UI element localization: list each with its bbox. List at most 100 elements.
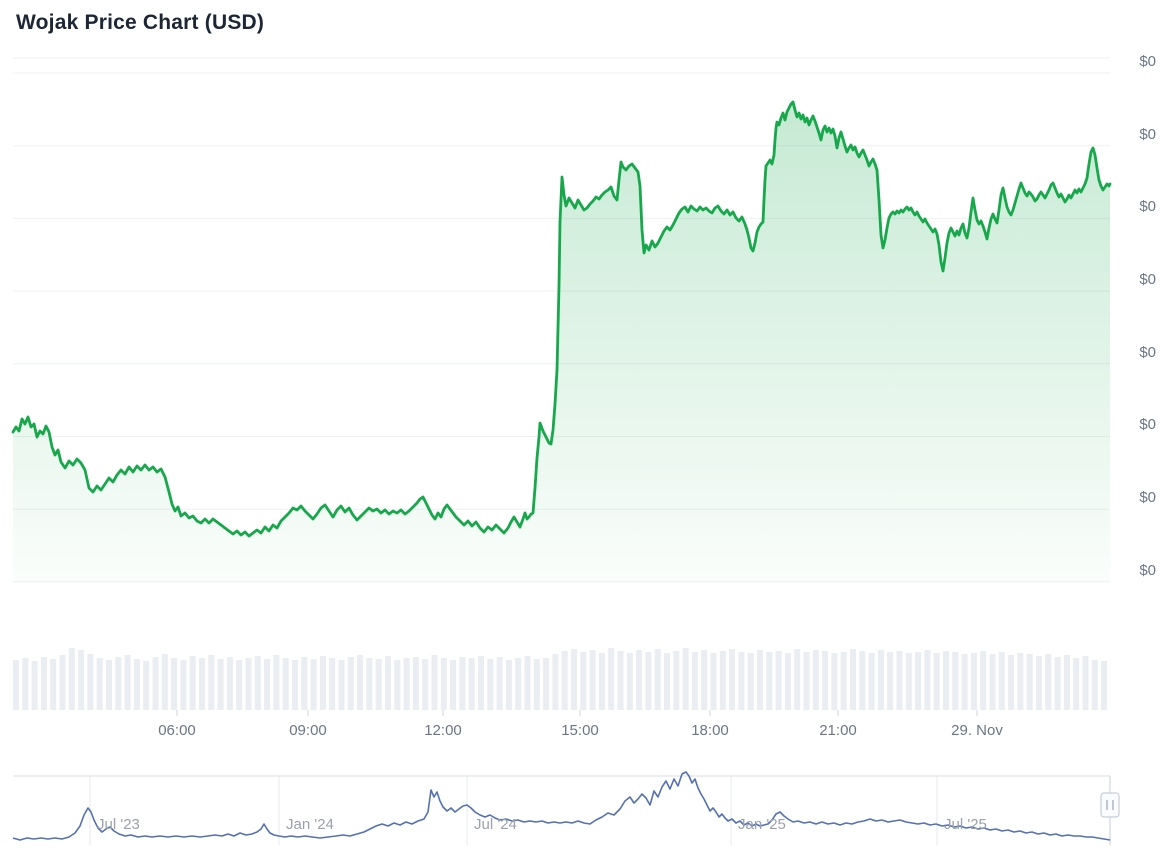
volume-bar — [40, 657, 47, 710]
volume-bar — [980, 651, 987, 710]
volume-bar — [682, 648, 689, 710]
volume-bar — [87, 654, 94, 710]
volume-bar — [580, 652, 587, 710]
volume-bar — [450, 660, 457, 710]
volume-bar — [236, 660, 243, 710]
volume-bar — [766, 652, 773, 710]
volume-bar — [933, 653, 940, 710]
volume-bar — [747, 653, 754, 710]
y-axis-label: $0 — [1139, 198, 1156, 215]
volume-bar — [124, 655, 131, 710]
volume-bar — [812, 650, 819, 710]
volume-bar — [96, 658, 103, 710]
volume-bar — [543, 658, 550, 710]
volume-bar — [1008, 655, 1015, 710]
volume-bar — [152, 657, 159, 710]
y-axis-label: $0 — [1139, 126, 1156, 143]
volume-bar — [757, 650, 763, 710]
navigator-axis-label: Jul '23 — [97, 816, 140, 833]
volume-bar — [552, 654, 559, 710]
volume-bar — [50, 659, 57, 710]
volume-bar — [1063, 655, 1070, 710]
y-axis-label: $0 — [1139, 562, 1156, 579]
volume-bar — [143, 661, 150, 710]
volume-bar — [385, 656, 391, 710]
volume-bar — [1026, 654, 1033, 710]
volume-bar — [338, 660, 345, 710]
volume-bar — [943, 651, 949, 710]
volume-bar — [422, 659, 429, 710]
volume-bar — [608, 648, 615, 710]
volume-bar — [1082, 656, 1089, 710]
volume-bar — [282, 658, 289, 710]
price-plot-area[interactable] — [13, 58, 1110, 710]
volume-bar — [877, 650, 884, 710]
volume-bar — [794, 649, 801, 710]
volume-bar — [775, 651, 782, 710]
volume-bar — [729, 649, 736, 710]
volume-bar — [905, 653, 912, 710]
x-axis-label: 15:00 — [561, 722, 599, 739]
volume-bar — [924, 650, 931, 710]
volume-bar — [710, 653, 717, 710]
volume-bar — [840, 652, 847, 710]
volume-bar — [329, 658, 336, 710]
volume-bar — [403, 658, 410, 710]
navigator-axis-label: Jan '25 — [738, 816, 786, 833]
volume-bar — [217, 659, 224, 710]
volume-bar — [13, 660, 19, 710]
volume-bar — [1091, 660, 1098, 710]
volume-bar — [515, 658, 522, 710]
volume-bar — [22, 658, 29, 710]
navigator-track[interactable] — [13, 776, 1110, 845]
volume-bar — [1017, 653, 1024, 710]
volume-bar — [366, 658, 373, 710]
x-axis-label: 18:00 — [691, 722, 729, 739]
volume-bar — [468, 658, 475, 710]
volume-bar — [673, 651, 680, 710]
volume-bar — [822, 651, 829, 710]
volume-bar — [1073, 658, 1080, 710]
volume-bar — [440, 658, 447, 710]
volume-bar — [701, 650, 708, 710]
volume-bar — [245, 658, 252, 710]
navigator-handle-grip-icon — [1106, 800, 1114, 810]
volume-bar — [505, 660, 512, 710]
y-axis-label: $0 — [1139, 489, 1156, 506]
volume-bar — [394, 660, 401, 710]
price-area — [13, 102, 1110, 582]
volume-bar — [598, 653, 605, 710]
chart-title: Wojak Price Chart (USD) — [16, 11, 265, 34]
x-axis-label: 12:00 — [424, 722, 462, 739]
volume-bar — [952, 652, 959, 710]
volume-bar — [989, 654, 996, 710]
navigator-handle[interactable] — [1100, 792, 1120, 818]
x-axis-label: 09:00 — [289, 722, 327, 739]
volume-bar — [264, 659, 271, 710]
volume-bar — [784, 653, 791, 710]
volume-bar — [589, 650, 596, 710]
volume-bar — [561, 651, 568, 710]
volume-bar — [571, 649, 577, 710]
volume-bar — [896, 651, 903, 710]
volume-bar — [115, 657, 122, 710]
volume-bar — [691, 652, 698, 710]
volume-bar — [189, 656, 196, 710]
volume-bar — [254, 656, 261, 710]
volume-bar — [199, 658, 205, 710]
volume-bar — [868, 653, 875, 710]
y-axis-label: $0 — [1139, 416, 1156, 433]
x-axis-label: 21:00 — [819, 722, 857, 739]
volume-bar — [664, 653, 670, 710]
volume-bar — [59, 655, 66, 710]
volume-bar — [654, 649, 661, 710]
volume-bar — [78, 650, 85, 710]
volume-bar — [738, 652, 745, 710]
volume-bar — [459, 657, 466, 710]
y-axis-label: $0 — [1139, 271, 1156, 288]
volume-bar — [208, 655, 215, 710]
navigator-axis-label: Jul '25 — [944, 816, 987, 833]
volume-bar — [1036, 656, 1042, 710]
navigator-line — [12, 771, 1111, 841]
